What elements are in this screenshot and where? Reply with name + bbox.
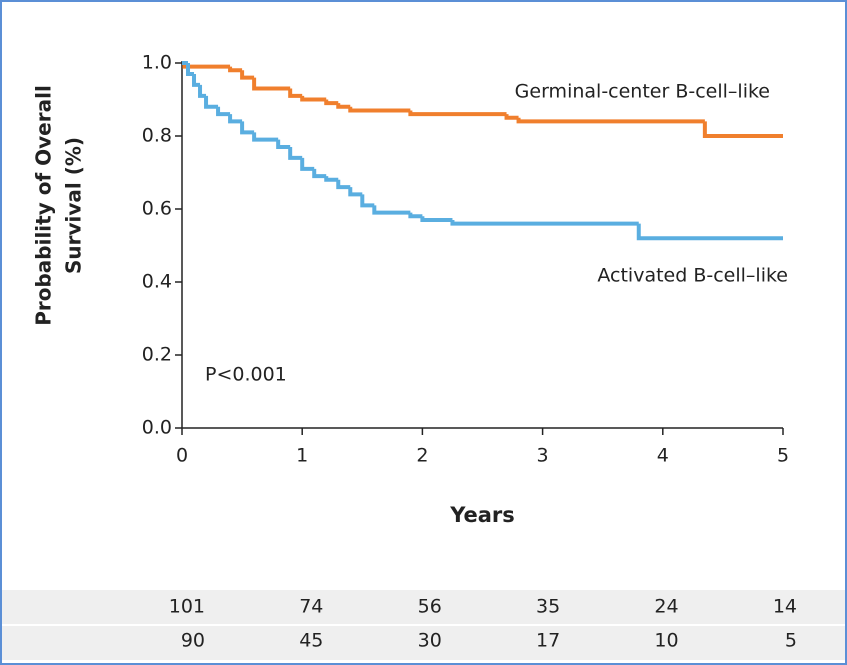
risk-count: 74 bbox=[299, 596, 323, 618]
survival-step bbox=[702, 121, 783, 138]
risk-row-bg bbox=[2, 626, 845, 660]
risk-count: 101 bbox=[169, 596, 205, 618]
survival-step bbox=[324, 99, 339, 106]
survival-step bbox=[372, 205, 411, 215]
survival-step bbox=[324, 176, 339, 182]
risk-count: 45 bbox=[299, 630, 323, 652]
x-axis-label: Years bbox=[449, 503, 515, 527]
survival-step bbox=[636, 223, 783, 241]
x-tick-label: 4 bbox=[657, 445, 669, 467]
survival-step bbox=[312, 168, 327, 179]
annotation: P<0.001 bbox=[205, 364, 287, 386]
survival-step bbox=[336, 103, 351, 109]
survival-step bbox=[252, 132, 279, 142]
survival-step bbox=[360, 194, 375, 208]
x-tick-label: 3 bbox=[537, 445, 549, 467]
survival-step bbox=[186, 63, 195, 76]
y-tick-label: 0.6 bbox=[142, 198, 172, 220]
risk-count: 17 bbox=[536, 630, 560, 652]
survival-step bbox=[182, 63, 231, 69]
survival-step bbox=[348, 187, 363, 197]
x-tick-label: 1 bbox=[296, 445, 308, 467]
risk-count: 5 bbox=[785, 630, 797, 652]
survival-step bbox=[204, 95, 219, 109]
survival-step bbox=[288, 88, 303, 98]
series-label: Activated B-cell–like bbox=[597, 265, 788, 287]
risk-count: 14 bbox=[773, 596, 797, 618]
survival-step bbox=[276, 139, 291, 149]
survival-step bbox=[348, 106, 411, 113]
survival-step bbox=[300, 157, 315, 171]
risk-count: 10 bbox=[654, 630, 678, 652]
series-label: Germinal-center B-cell–like bbox=[515, 81, 770, 103]
y-tick-label: 0.4 bbox=[142, 271, 172, 293]
survival-step bbox=[300, 95, 327, 102]
survival-step bbox=[288, 146, 303, 160]
risk-count: 24 bbox=[654, 596, 678, 618]
survival-step bbox=[336, 179, 351, 190]
survival-step bbox=[192, 73, 201, 87]
survival-step bbox=[198, 84, 207, 98]
survival-step bbox=[516, 117, 705, 124]
risk-count: 90 bbox=[181, 630, 205, 652]
risk-count: 56 bbox=[418, 596, 442, 618]
x-tick-label: 5 bbox=[777, 445, 789, 467]
survival-step bbox=[408, 212, 423, 219]
survival-step bbox=[252, 77, 291, 91]
y-axis-label: Survival (%) bbox=[62, 137, 86, 274]
risk-count: 35 bbox=[536, 596, 560, 618]
x-tick-label: 0 bbox=[176, 445, 188, 467]
y-tick-label: 0.8 bbox=[142, 125, 172, 147]
survival-step bbox=[228, 66, 243, 73]
risk-count: 30 bbox=[418, 630, 442, 652]
survival-step bbox=[228, 114, 243, 124]
survival-step bbox=[450, 219, 639, 226]
survival-step bbox=[420, 216, 453, 222]
x-tick-label: 2 bbox=[416, 445, 428, 467]
y-axis-label: Probability of Overall bbox=[32, 85, 56, 326]
y-tick-label: 0.2 bbox=[142, 344, 172, 366]
survival-step bbox=[216, 106, 231, 117]
y-tick-label: 1.0 bbox=[142, 52, 172, 74]
survival-step bbox=[504, 114, 519, 120]
risk-row-bg bbox=[2, 590, 845, 624]
survival-step bbox=[240, 121, 255, 135]
y-tick-label: 0.0 bbox=[142, 417, 172, 439]
survival-step bbox=[408, 110, 507, 117]
survival-step bbox=[240, 70, 255, 80]
